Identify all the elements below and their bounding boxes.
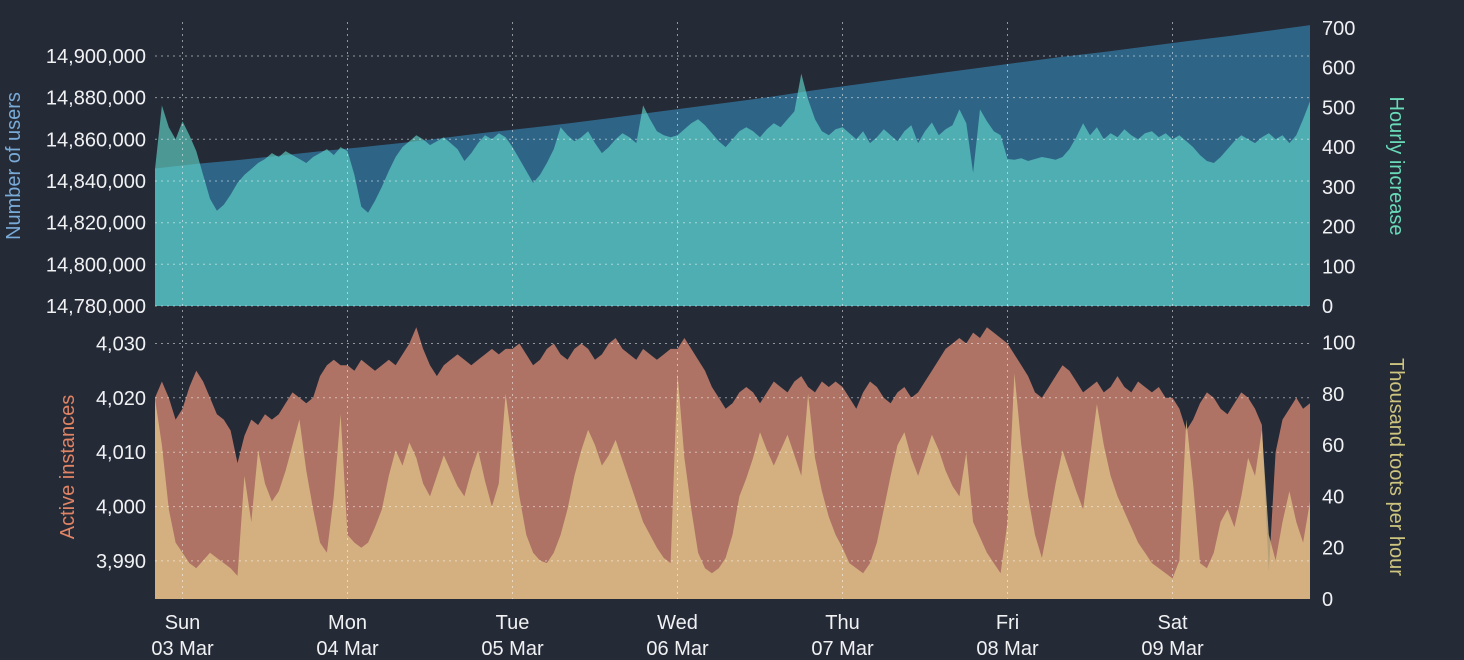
- right-tick-label: 400: [1322, 137, 1355, 159]
- right-tick-label: 60: [1322, 435, 1344, 457]
- left-tick-label: 14,800,000: [46, 254, 146, 276]
- x-tick-date: 08 Mar: [976, 638, 1039, 660]
- right-tick-label: 20: [1322, 538, 1344, 560]
- x-tick-date: 07 Mar: [811, 638, 874, 660]
- x-tick-date: 03 Mar: [151, 638, 214, 660]
- left-tick-label: 4,030: [96, 334, 146, 356]
- x-tick-day: Sun: [165, 612, 201, 634]
- x-tick-day: Sat: [1157, 612, 1187, 634]
- right-tick-label: 0: [1322, 296, 1333, 318]
- left-tick-label: 3,990: [96, 551, 146, 573]
- right-tick-label: 500: [1322, 97, 1355, 119]
- x-tick-day: Fri: [996, 612, 1019, 634]
- right-tick-label: 200: [1322, 217, 1355, 239]
- left-tick-label: 4,010: [96, 442, 146, 464]
- left-tick-label: 14,900,000: [46, 46, 146, 68]
- right-tick-label: 100: [1322, 256, 1355, 278]
- right-tick-label: 0: [1322, 589, 1333, 611]
- left-tick-label: 4,000: [96, 497, 146, 519]
- right-axis-title: Thousand toots per hour: [1385, 358, 1407, 576]
- left-tick-label: 14,840,000: [46, 171, 146, 193]
- left-tick-label: 14,780,000: [46, 296, 146, 318]
- right-tick-label: 300: [1322, 177, 1355, 199]
- right-tick-label: 600: [1322, 58, 1355, 80]
- x-tick-day: Wed: [657, 612, 698, 634]
- left-axis-title: Number of users: [3, 92, 25, 240]
- left-axis-title: Active instances: [57, 395, 79, 540]
- x-tick-day: Thu: [825, 612, 859, 634]
- right-tick-label: 700: [1322, 18, 1355, 40]
- x-tick-day: Tue: [496, 612, 530, 634]
- right-tick-label: 80: [1322, 384, 1344, 406]
- left-tick-label: 14,880,000: [46, 88, 146, 110]
- right-tick-label: 100: [1322, 332, 1355, 354]
- hourly-increase-area: [155, 73, 1310, 306]
- x-tick-date: 04 Mar: [316, 638, 379, 660]
- left-tick-label: 14,820,000: [46, 213, 146, 235]
- toots-per-hour-area: [155, 373, 1310, 599]
- right-tick-label: 40: [1322, 486, 1344, 508]
- right-axis-title: Hourly increase: [1385, 97, 1407, 236]
- x-tick-date: 09 Mar: [1141, 638, 1204, 660]
- x-tick-date: 05 Mar: [481, 638, 544, 660]
- x-tick-date: 06 Mar: [646, 638, 709, 660]
- left-tick-label: 4,020: [96, 388, 146, 410]
- left-tick-label: 14,860,000: [46, 129, 146, 151]
- x-tick-day: Mon: [328, 612, 367, 634]
